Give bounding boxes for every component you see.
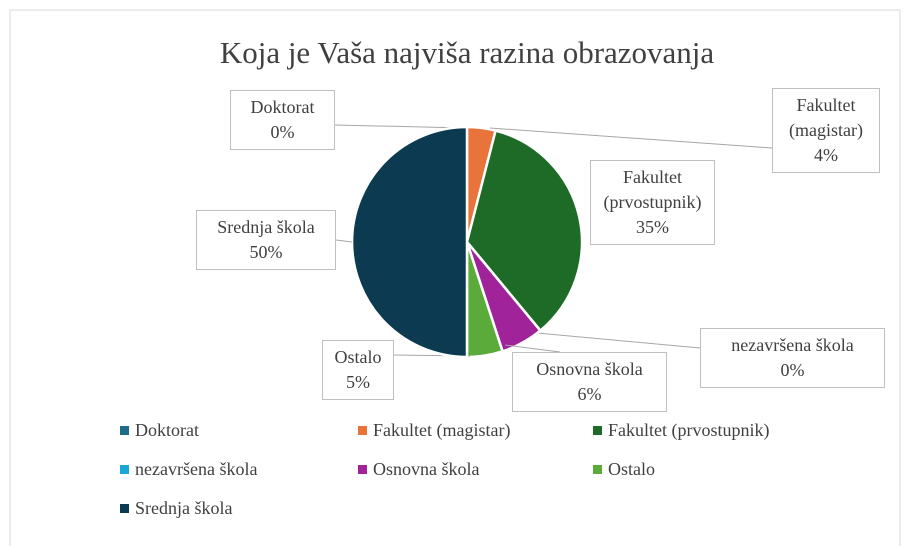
data-label: Fakultet (prvostupnik) 35% — [590, 160, 715, 245]
legend-label: Osnovna škola — [373, 459, 480, 479]
legend-label: Ostalo — [608, 459, 655, 479]
data-label-value: 50% — [249, 242, 283, 262]
legend-swatch — [120, 504, 129, 513]
legend-item: Fakultet (prvostupnik) — [593, 420, 769, 441]
legend-label: nezavršena škola — [135, 459, 258, 479]
data-label: Ostalo 5% — [322, 340, 394, 400]
pie-slice — [350, 125, 469, 359]
legend-label: Fakultet (magistar) — [373, 420, 511, 440]
legend-swatch — [120, 426, 129, 435]
data-label: Fakultet (magistar) 4% — [772, 88, 880, 173]
legend-swatch — [593, 426, 602, 435]
legend-label: Fakultet (prvostupnik) — [608, 420, 770, 440]
legend-item: Doktorat — [120, 420, 199, 441]
data-label-category: Doktorat — [250, 97, 315, 117]
data-label-category: Ostalo — [334, 347, 382, 367]
legend-label: Srednja škola — [135, 498, 233, 518]
data-label: Doktorat 0% — [230, 90, 335, 150]
legend-item: Fakultet (magistar) — [358, 420, 510, 441]
data-label: Srednja škola 50% — [196, 210, 336, 270]
legend-item: Srednja škola — [120, 498, 232, 519]
data-label-category: Fakultet (prvostupnik) — [603, 167, 702, 212]
leader-line — [536, 332, 701, 349]
legend-label: Doktorat — [135, 420, 199, 440]
legend-swatch — [593, 465, 602, 474]
data-label-value: 6% — [577, 384, 602, 404]
legend-item: nezavršena škola — [120, 459, 257, 480]
data-label-category: Srednja škola — [217, 217, 315, 237]
data-label-category: Osnovna škola — [536, 359, 643, 379]
leader-line — [334, 124, 467, 129]
data-label-value: 0% — [270, 122, 295, 142]
legend-swatch — [358, 426, 367, 435]
data-label: Osnovna škola 6% — [512, 352, 667, 412]
legend-swatch — [120, 465, 129, 474]
chart-title: Koja je Vaša najviša razina obrazovanja — [220, 35, 715, 70]
legend-item: Osnovna škola — [358, 459, 480, 480]
data-label-value: 5% — [346, 372, 370, 392]
leader-line — [489, 127, 773, 149]
data-label-value: 4% — [814, 145, 838, 165]
pie-slice — [465, 129, 584, 333]
data-label-category: nezavršena škola — [731, 335, 854, 355]
data-label-category: Fakultet (magistar) — [789, 95, 863, 140]
leader-line — [335, 239, 353, 243]
leader-line — [504, 344, 561, 353]
data-label: nezavršena škola 0% — [700, 328, 885, 388]
data-label-value: 0% — [780, 360, 805, 380]
data-label-value: 35% — [636, 217, 669, 237]
legend-item: Ostalo — [593, 459, 655, 480]
legend-swatch — [358, 465, 367, 474]
